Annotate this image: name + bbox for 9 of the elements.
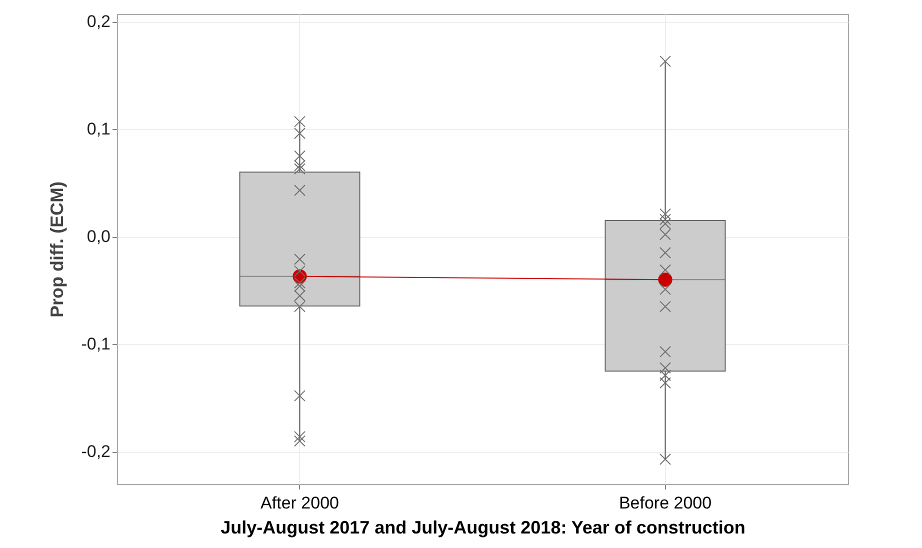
y-tick-label: -0,1 <box>81 334 110 354</box>
y-tick-label: -0,2 <box>81 442 110 462</box>
x-tick-label: Before 2000 <box>618 494 712 512</box>
y-tick-label: 0,1 <box>86 120 110 139</box>
y-tick-label: 0,2 <box>86 12 110 32</box>
y-tick-label: 0,0 <box>86 227 110 246</box>
y-axis-title: Prop diff. (ECM) <box>47 182 68 318</box>
x-tick-label: After 2000 <box>260 494 339 512</box>
x-axis-title: July-August 2017 and July-August 2018: Year of construction <box>220 518 746 538</box>
